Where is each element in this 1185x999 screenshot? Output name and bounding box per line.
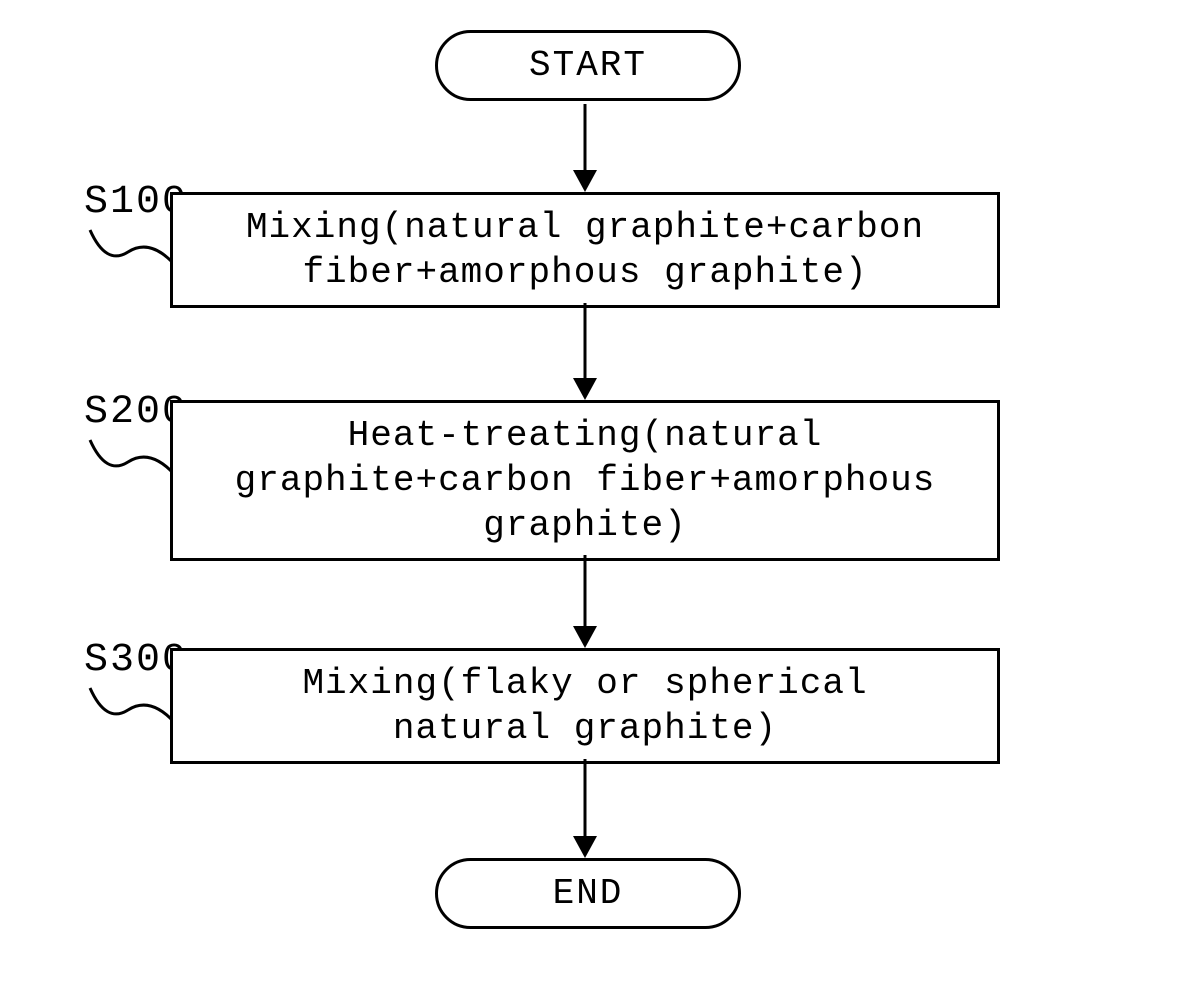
process-s300: Mixing(flaky or spherical natural graphi… bbox=[170, 648, 1000, 764]
wavy-connector-s100 bbox=[86, 226, 178, 276]
s300-line2: natural graphite) bbox=[393, 708, 777, 749]
s300-line1: Mixing(flaky or spherical bbox=[302, 663, 867, 704]
wavy-connector-s200 bbox=[86, 436, 178, 486]
edge-s200-s300 bbox=[60, 555, 1110, 648]
start-node: START bbox=[435, 30, 741, 101]
start-label: START bbox=[529, 45, 647, 86]
s200-line3: graphite) bbox=[483, 505, 686, 546]
s100-line1: Mixing(natural graphite+carbon bbox=[246, 207, 924, 248]
end-node: END bbox=[435, 858, 741, 929]
wavy-connector-s300 bbox=[86, 684, 178, 734]
s200-line2: graphite+carbon fiber+amorphous bbox=[235, 460, 936, 501]
edge-s100-s200 bbox=[60, 303, 1110, 400]
process-s200: Heat-treating(natural graphite+carbon fi… bbox=[170, 400, 1000, 561]
edge-start-s100 bbox=[60, 104, 1110, 192]
end-label: END bbox=[553, 873, 624, 914]
edge-s300-end bbox=[60, 759, 1110, 858]
s200-line1: Heat-treating(natural bbox=[348, 415, 823, 456]
s100-line2: fiber+amorphous graphite) bbox=[302, 252, 867, 293]
process-s100: Mixing(natural graphite+carbon fiber+amo… bbox=[170, 192, 1000, 308]
